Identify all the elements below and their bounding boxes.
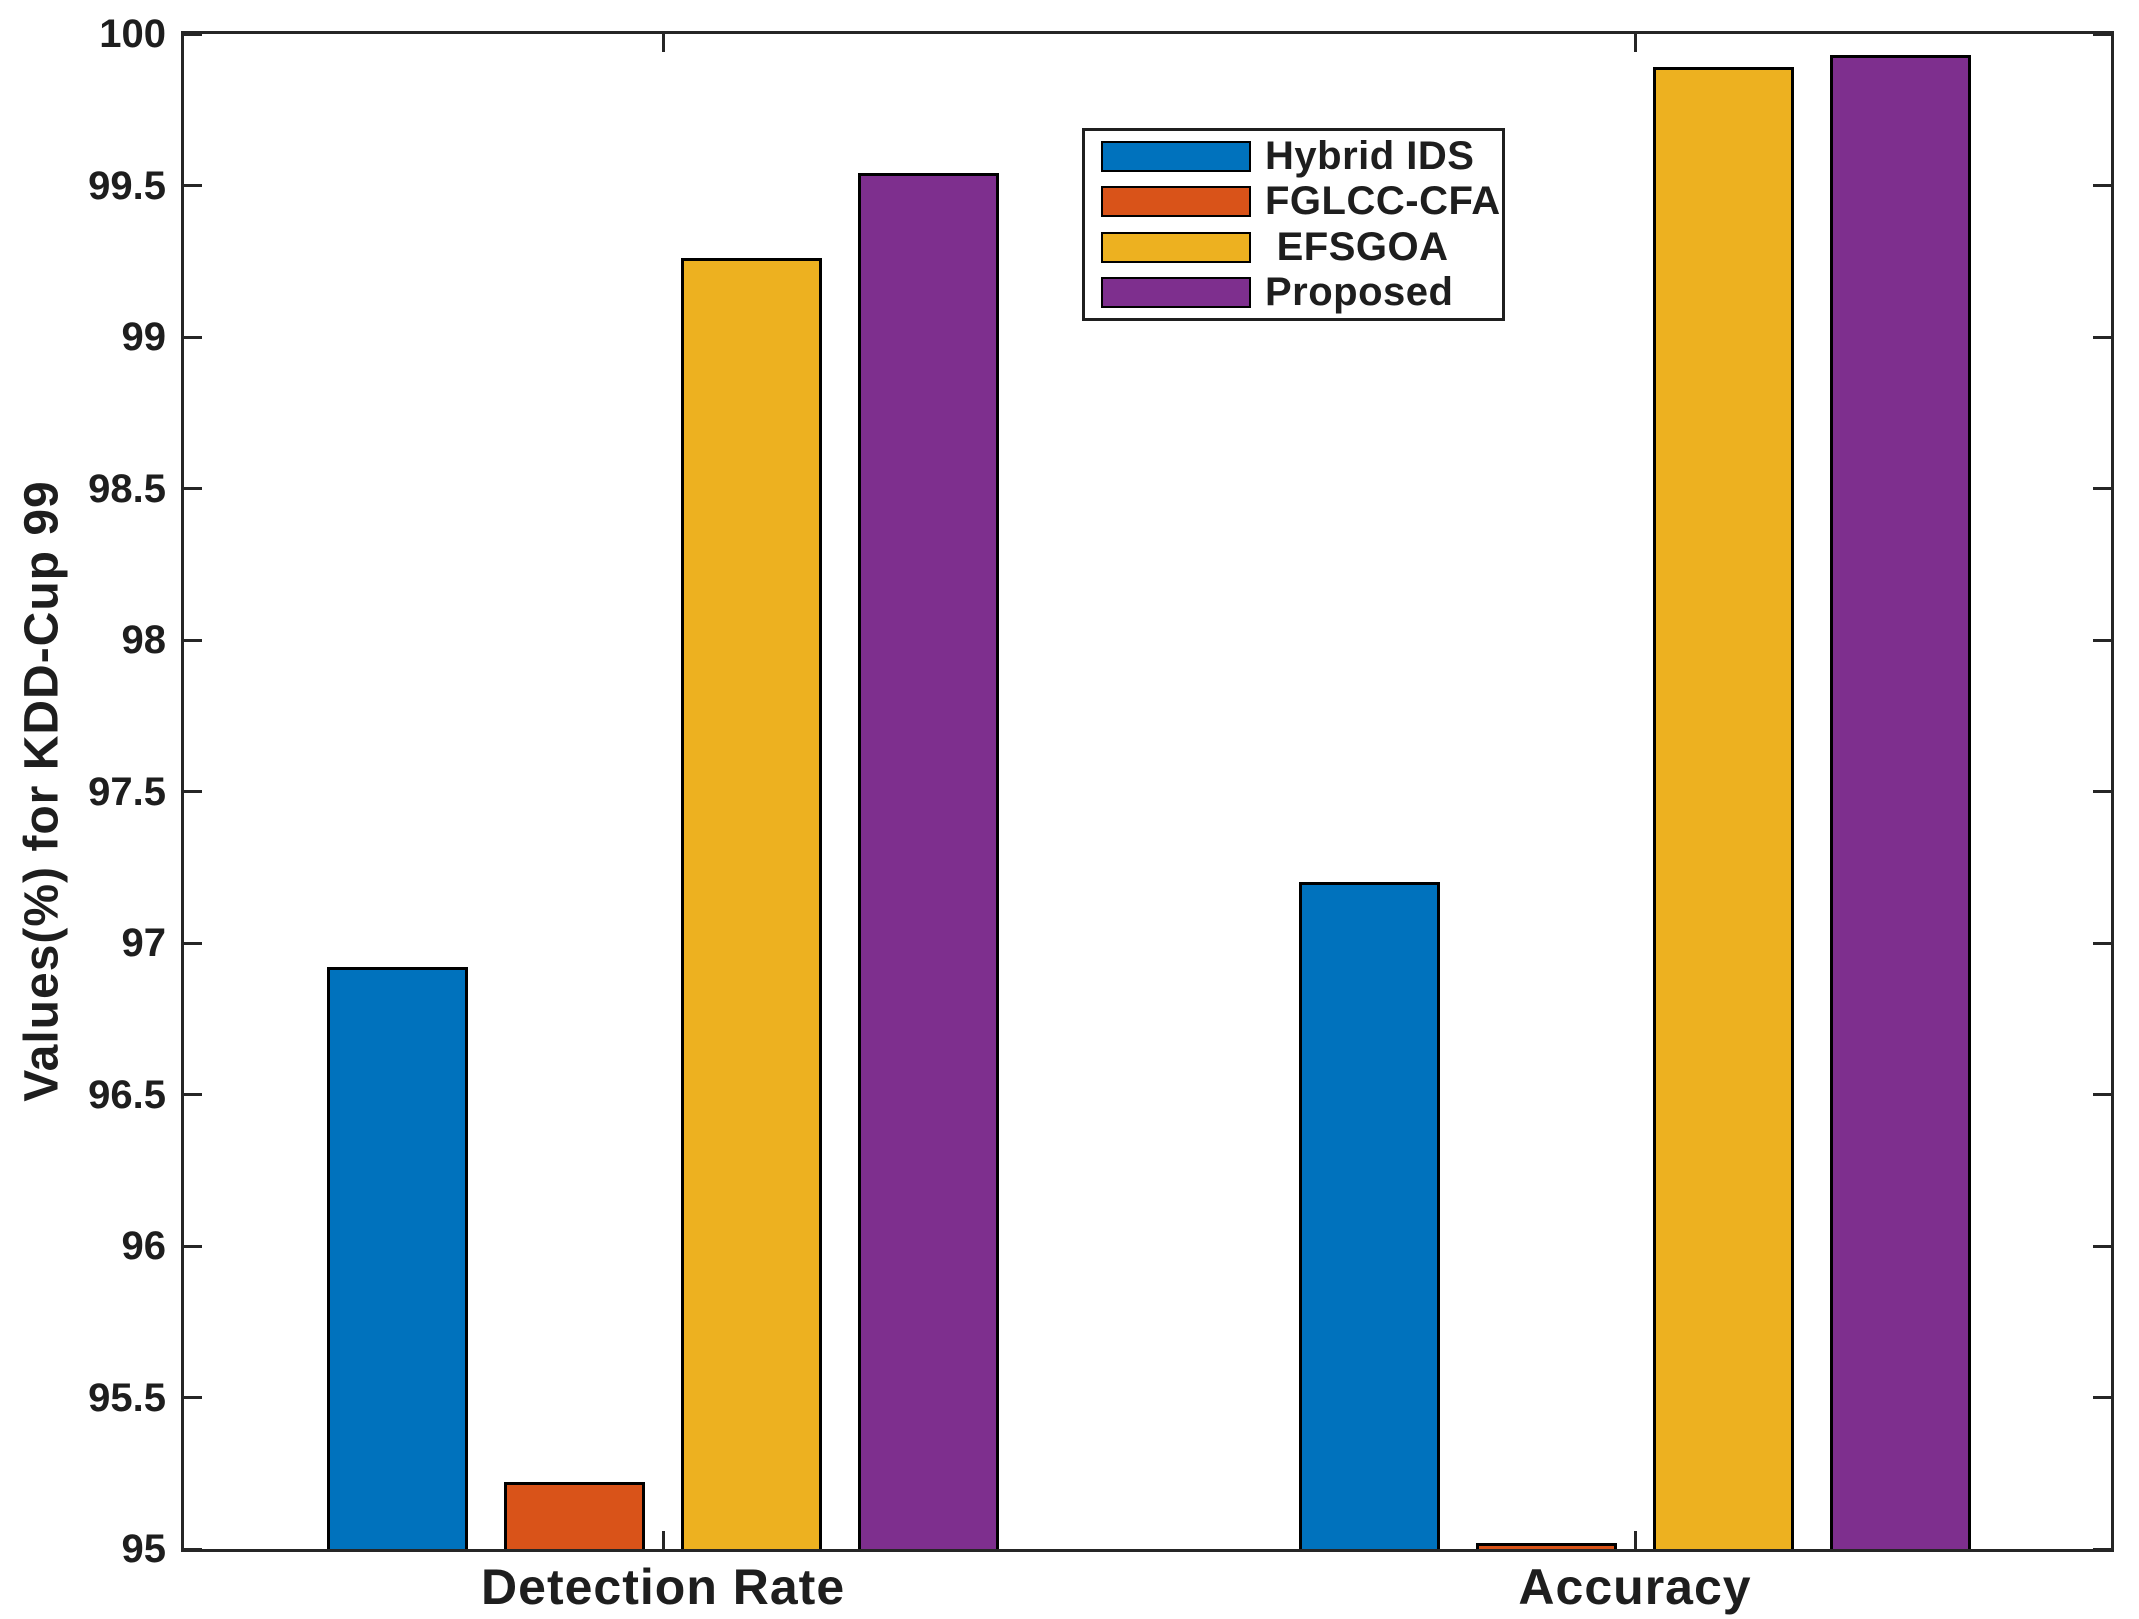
y-tick-mark: [184, 1547, 202, 1551]
legend-row: FGLCC-CFA: [1085, 179, 1502, 224]
y-tick-mark: [2093, 1396, 2111, 1399]
y-tick-mark: [2093, 487, 2111, 490]
legend-swatch: [1101, 140, 1251, 172]
y-tick-label: 99.5: [88, 163, 166, 208]
legend-row: EFSGOA: [1085, 225, 1502, 270]
bar: [1476, 1542, 1617, 1549]
legend-swatch: [1101, 186, 1251, 218]
y-tick-mark: [184, 1244, 202, 1248]
legend-label: FGLCC-CFA: [1265, 179, 1501, 224]
x-category-label: Accuracy: [1518, 1559, 1752, 1615]
y-tick-mark: [184, 1093, 202, 1096]
y-tick-mark: [184, 638, 202, 642]
legend-label: Proposed: [1265, 270, 1454, 315]
y-tick-mark: [2093, 184, 2111, 187]
x-tick-mark: [661, 34, 665, 52]
y-tick-label: 100: [99, 12, 166, 56]
y-tick-label: 96: [121, 1224, 167, 1268]
y-tick-label: 95: [121, 1527, 167, 1571]
legend: Hybrid IDS FGLCC-CFA EFSGOA Proposed: [1082, 128, 1505, 321]
legend-swatch: [1101, 277, 1251, 309]
bar: [681, 258, 823, 1549]
bar: [858, 173, 1000, 1549]
bar: [504, 1482, 646, 1549]
y-tick-mark: [2093, 941, 2111, 945]
y-tick-label: 96.5: [88, 1072, 166, 1117]
y-tick-mark: [2093, 1093, 2111, 1096]
plot-area: [181, 31, 2114, 1552]
legend-row: Proposed: [1085, 270, 1502, 315]
y-tick-mark: [184, 790, 202, 793]
y-tick-mark: [2093, 638, 2111, 642]
legend-row: Hybrid IDS: [1085, 134, 1502, 179]
bar: [1299, 882, 1440, 1549]
y-tick-mark: [184, 487, 202, 490]
y-tick-label: 97: [121, 921, 167, 965]
x-tick-mark: [1633, 1531, 1637, 1549]
y-tick-mark: [2093, 1244, 2111, 1248]
x-tick-mark: [661, 1531, 665, 1549]
y-tick-label: 95.5: [88, 1375, 166, 1420]
y-tick-mark: [184, 1396, 202, 1399]
y-tick-mark: [184, 32, 202, 36]
y-tick-label: 98.5: [88, 466, 166, 511]
x-category-label: Detection Rate: [481, 1559, 846, 1615]
y-tick-mark: [184, 184, 202, 187]
y-tick-mark: [2093, 32, 2111, 36]
x-tick-mark: [1633, 34, 1637, 52]
y-tick-label: 97.5: [88, 769, 166, 814]
bar: [1653, 67, 1794, 1549]
bar: [327, 967, 469, 1549]
y-tick-mark: [2093, 335, 2111, 339]
y-tick-mark: [2093, 1547, 2111, 1551]
y-tick-label: 98: [121, 618, 167, 662]
y-tick-mark: [184, 941, 202, 945]
legend-label: EFSGOA: [1265, 224, 1449, 269]
y-tick-mark: [2093, 790, 2111, 793]
bar: [1830, 55, 1971, 1549]
y-tick-label: 99: [121, 315, 167, 359]
legend-swatch: [1101, 231, 1251, 263]
legend-label: Hybrid IDS: [1265, 133, 1475, 178]
y-tick-mark: [184, 335, 202, 339]
